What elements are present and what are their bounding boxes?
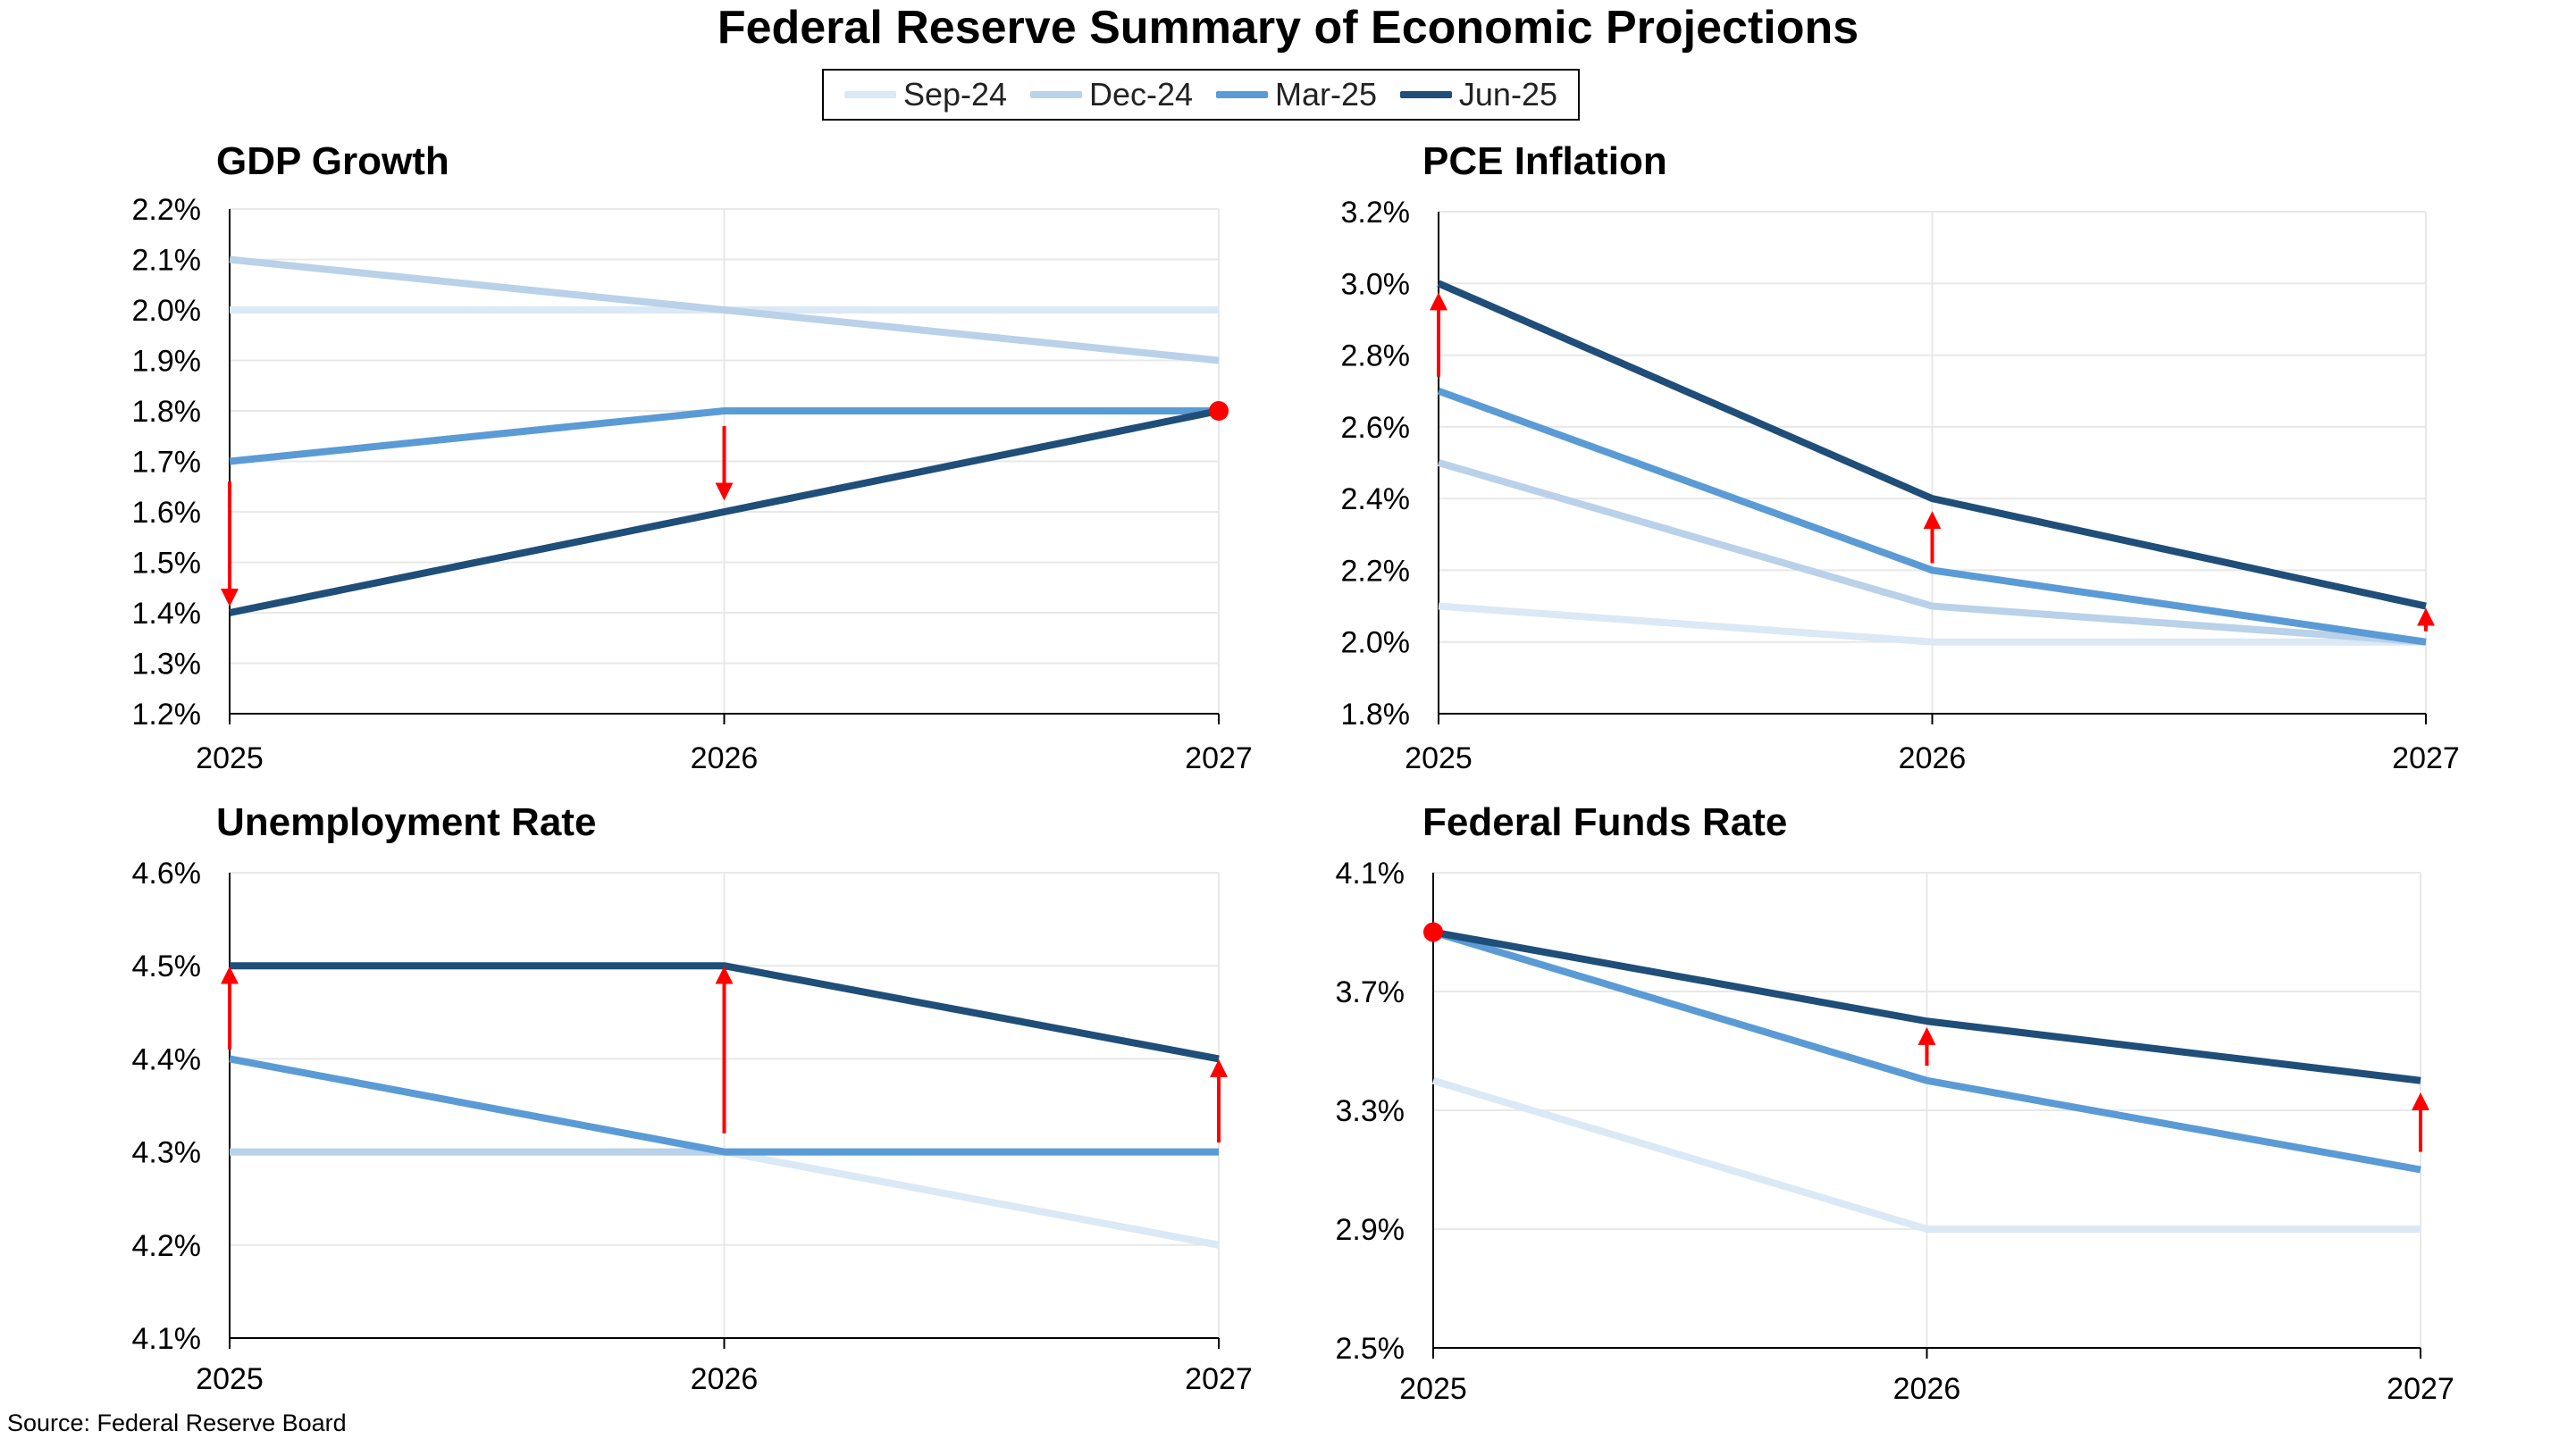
series-line-mar-25 — [1431, 928, 2421, 1174]
series-line-dec-24 — [229, 255, 1220, 364]
source-note: Source: Federal Reserve Board — [7, 1410, 347, 1436]
x-tick-label: 2026 — [1893, 1372, 1961, 1406]
chart-title-federal-funds-rate: Federal Funds Rate — [1422, 800, 1787, 844]
legend-label-sep-24: Sep-24 — [902, 76, 1008, 113]
highlight-dot — [1209, 401, 1229, 421]
y-tick-label: 1.9% — [132, 345, 202, 379]
y-tick-label: 4.3% — [132, 1136, 202, 1170]
legend-label-jun-25: Jun-25 — [1458, 76, 1557, 113]
y-tick-label: 2.2% — [132, 193, 202, 227]
chart-title-pce-inflation: PCE Inflation — [1422, 139, 1667, 183]
legend-swatch-sep-24 — [843, 91, 896, 98]
y-tick-label: 2.1% — [132, 244, 202, 278]
y-tick-label: 2.2% — [1341, 554, 1411, 588]
y-tick-label: 1.7% — [132, 446, 202, 480]
y-tick-label: 4.2% — [132, 1229, 202, 1263]
legend-item-sep-24: Sep-24 — [843, 76, 1008, 113]
x-tick-label: 2027 — [2387, 1372, 2454, 1406]
y-tick-label: 4.6% — [132, 857, 202, 891]
y-tick-label: 4.1% — [1336, 857, 1405, 891]
y-tick-label: 1.5% — [132, 547, 202, 581]
series-line-jun-25 — [1437, 280, 2427, 610]
series-line-jun-25 — [230, 962, 1220, 1063]
legend-swatch-jun-25 — [1399, 91, 1452, 98]
y-tick-label: 2.9% — [1336, 1213, 1405, 1247]
chart-federal-funds-rate: Federal Funds Rate 2.5% 2.9% 3.3% 3.7% 4.1% 20… — [1336, 800, 2454, 1406]
x-tick-label: 2025 — [1399, 1372, 1467, 1406]
legend-item-jun-25: Jun-25 — [1399, 76, 1557, 113]
y-tick-label: 1.6% — [132, 496, 202, 530]
series-line-sep-24 — [1431, 1076, 2421, 1233]
chart-pce-inflation: PCE Inflation 1.8% 2.0% 2.2% 2.4% 2.6% 2.8% 3.0… — [1341, 139, 2460, 775]
y-tick-label: 4.1% — [132, 1322, 202, 1356]
series-line-mar-25 — [229, 1055, 1219, 1156]
x-tick-label: 2025 — [1405, 741, 1473, 775]
legend-label-dec-24: Dec-24 — [1088, 76, 1194, 113]
series-line-mar-25 — [229, 407, 1219, 465]
legend-swatch-dec-24 — [1029, 91, 1082, 98]
legend-swatch-mar-25 — [1215, 91, 1268, 98]
series-line-dec-24 — [1437, 459, 2427, 646]
y-tick-label: 2.4% — [1341, 482, 1411, 516]
y-tick-label: 4.4% — [132, 1042, 202, 1076]
legend-item-dec-24: Dec-24 — [1029, 76, 1194, 113]
highlight-dot — [1423, 922, 1443, 942]
y-tick-label: 1.3% — [132, 648, 202, 682]
main-title: Federal Reserve Summary of Economic Proj… — [717, 2, 1859, 54]
y-tick-label: 3.2% — [1341, 196, 1411, 230]
x-tick-label: 2026 — [691, 1362, 759, 1396]
legend-item-mar-25: Mar-25 — [1215, 76, 1377, 113]
chart-title-gdp-growth: GDP Growth — [216, 139, 449, 183]
y-tick-label: 1.2% — [132, 698, 202, 732]
x-tick-label: 2026 — [691, 741, 759, 775]
y-tick-label: 2.0% — [132, 294, 202, 328]
chart-gdp-growth: GDP Growth 1.2% 1.3% 1.4% 1.5% 1.6% 1.7% 1.8% 1.… — [132, 139, 1253, 775]
y-tick-label: 3.7% — [1336, 975, 1405, 1009]
y-tick-label: 2.0% — [1341, 626, 1411, 660]
y-tick-label: 2.8% — [1341, 339, 1411, 373]
y-tick-label: 1.4% — [132, 597, 202, 631]
chart-title-unemployment-rate: Unemployment Rate — [216, 800, 596, 844]
y-tick-label: 1.8% — [1341, 698, 1411, 732]
series-line-sep-24 — [1438, 602, 2426, 646]
y-tick-label: 3.0% — [1341, 267, 1411, 301]
x-tick-label: 2025 — [196, 741, 264, 775]
x-tick-label: 2025 — [196, 1362, 264, 1396]
y-tick-label: 2.5% — [1336, 1332, 1405, 1366]
series-line-jun-25 — [1432, 928, 2421, 1084]
x-tick-label: 2027 — [1185, 741, 1253, 775]
chart-unemployment-rate: Unemployment Rate 4.1% 4.2% 4.3% 4.4% 4.5% 4.6… — [132, 800, 1253, 1396]
y-tick-label: 2.6% — [1341, 411, 1411, 445]
y-tick-label: 3.3% — [1336, 1094, 1405, 1128]
series-line-jun-25 — [229, 407, 1220, 616]
series-line-mar-25 — [1437, 387, 2427, 646]
y-tick-label: 1.8% — [132, 395, 202, 429]
y-tick-label: 4.5% — [132, 950, 202, 983]
x-tick-label: 2027 — [2392, 741, 2460, 775]
legend-label-mar-25: Mar-25 — [1274, 76, 1377, 113]
x-tick-label: 2027 — [1185, 1362, 1253, 1396]
x-tick-label: 2026 — [1899, 741, 1967, 775]
legend: Sep-24 Dec-24 Mar-25 Jun-25 — [822, 69, 1580, 121]
